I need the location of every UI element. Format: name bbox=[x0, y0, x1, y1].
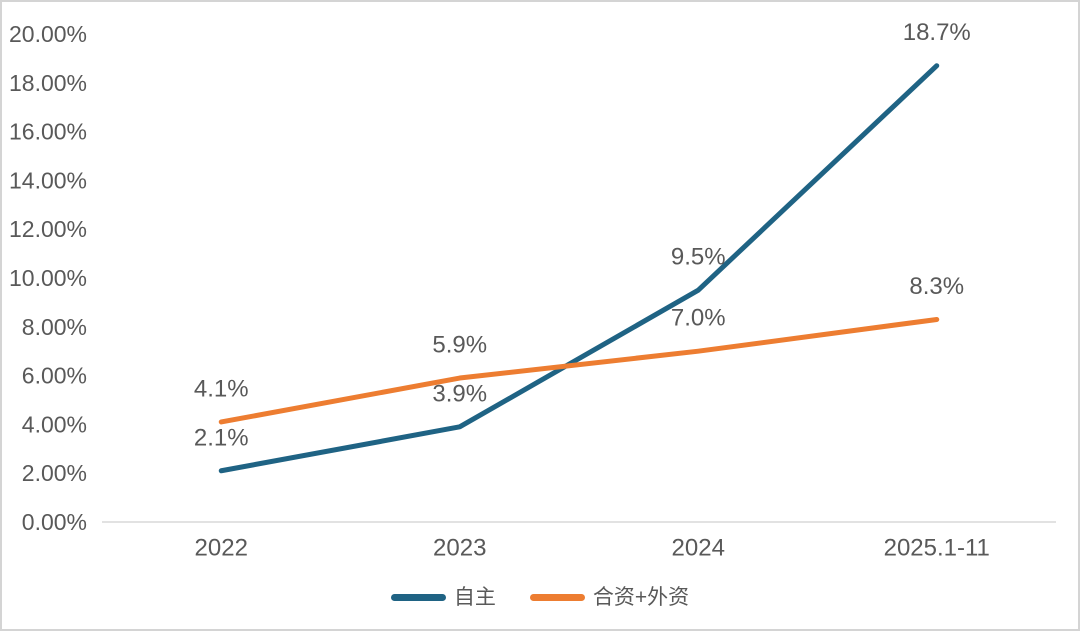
y-axis-tick-label: 16.00% bbox=[9, 119, 87, 145]
y-axis-tick-label: 18.00% bbox=[9, 70, 87, 96]
x-axis-category-label: 2022 bbox=[195, 535, 248, 562]
data-label-series-0: 9.5% bbox=[671, 244, 726, 271]
y-axis-tick-label: 10.00% bbox=[9, 265, 87, 291]
series-line-1 bbox=[218, 316, 940, 425]
legend-item-series-0: 自主 bbox=[390, 585, 496, 609]
y-axis-tick-label: 0.00% bbox=[22, 509, 87, 535]
series-line-0 bbox=[218, 63, 940, 474]
y-axis-tick-label: 2.00% bbox=[22, 460, 87, 486]
legend-label-series-0: 自主 bbox=[453, 585, 496, 609]
chart-legend: 自主 合资+外资 bbox=[2, 580, 1078, 614]
y-axis-tick-label: 8.00% bbox=[22, 314, 87, 340]
data-label-series-1: 8.3% bbox=[909, 273, 964, 300]
y-axis-tick-label: 12.00% bbox=[9, 216, 87, 242]
legend-swatch-series-0 bbox=[390, 593, 446, 601]
data-label-series-1: 4.1% bbox=[194, 375, 249, 402]
data-label-series-0: 3.9% bbox=[432, 380, 487, 407]
x-axis-category-label: 2024 bbox=[672, 535, 725, 562]
legend-item-series-1: 合资+外资 bbox=[529, 585, 690, 609]
legend-swatch-series-1 bbox=[529, 593, 585, 601]
data-label-series-0: 2.1% bbox=[194, 424, 249, 451]
data-label-series-1: 5.9% bbox=[432, 332, 487, 359]
legend-label-series-1: 合资+外资 bbox=[592, 585, 690, 609]
line-chart: 0.00% 2.00% 4.00% 6.00% 8.00% 10.00% 12.00% 14.… bbox=[9, 19, 1056, 562]
y-axis-tick-label: 14.00% bbox=[9, 167, 87, 193]
y-axis-tick-label: 6.00% bbox=[22, 363, 87, 389]
data-label-series-0: 18.7% bbox=[903, 19, 971, 46]
x-axis-category-label: 2023 bbox=[433, 535, 486, 562]
y-axis-tick-label: 20.00% bbox=[9, 21, 87, 47]
data-label-series-1: 7.0% bbox=[671, 305, 726, 332]
x-axis-category-label: 2025.1-11 bbox=[884, 535, 990, 562]
y-axis-tick-label: 4.00% bbox=[22, 411, 87, 437]
